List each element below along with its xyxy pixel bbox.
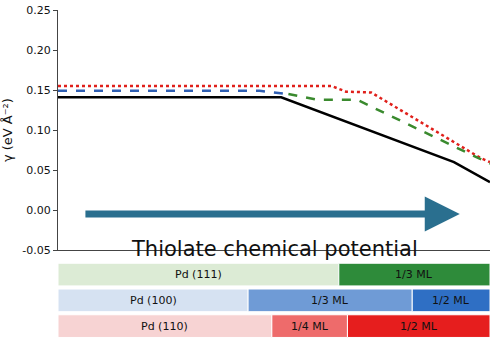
svg-text:Thiolate chemical potential: Thiolate chemical potential bbox=[131, 237, 418, 261]
svg-text:Pd (100): Pd (100) bbox=[130, 294, 177, 307]
svg-text:1/3 ML: 1/3 ML bbox=[395, 268, 433, 281]
svg-text:1/2 ML: 1/2 ML bbox=[400, 320, 438, 333]
svg-text:1/4 ML: 1/4 ML bbox=[291, 320, 329, 333]
svg-text:-0.05: -0.05 bbox=[22, 244, 50, 257]
svg-text:Pd (111): Pd (111) bbox=[175, 268, 222, 281]
svg-text:0.20: 0.20 bbox=[26, 44, 51, 57]
svg-text:0.25: 0.25 bbox=[26, 4, 51, 17]
svg-text:Pd (110): Pd (110) bbox=[141, 320, 188, 333]
svg-text:1/3 ML: 1/3 ML bbox=[311, 294, 349, 307]
svg-text:0.10: 0.10 bbox=[26, 124, 51, 137]
svg-text:0.00: 0.00 bbox=[26, 204, 51, 217]
svg-text:1/2 ML: 1/2 ML bbox=[432, 294, 470, 307]
svg-text:0.05: 0.05 bbox=[26, 164, 51, 177]
svg-text:0.15: 0.15 bbox=[26, 84, 51, 97]
svg-text:γ (eV Å⁻²): γ (eV Å⁻²) bbox=[0, 98, 15, 162]
